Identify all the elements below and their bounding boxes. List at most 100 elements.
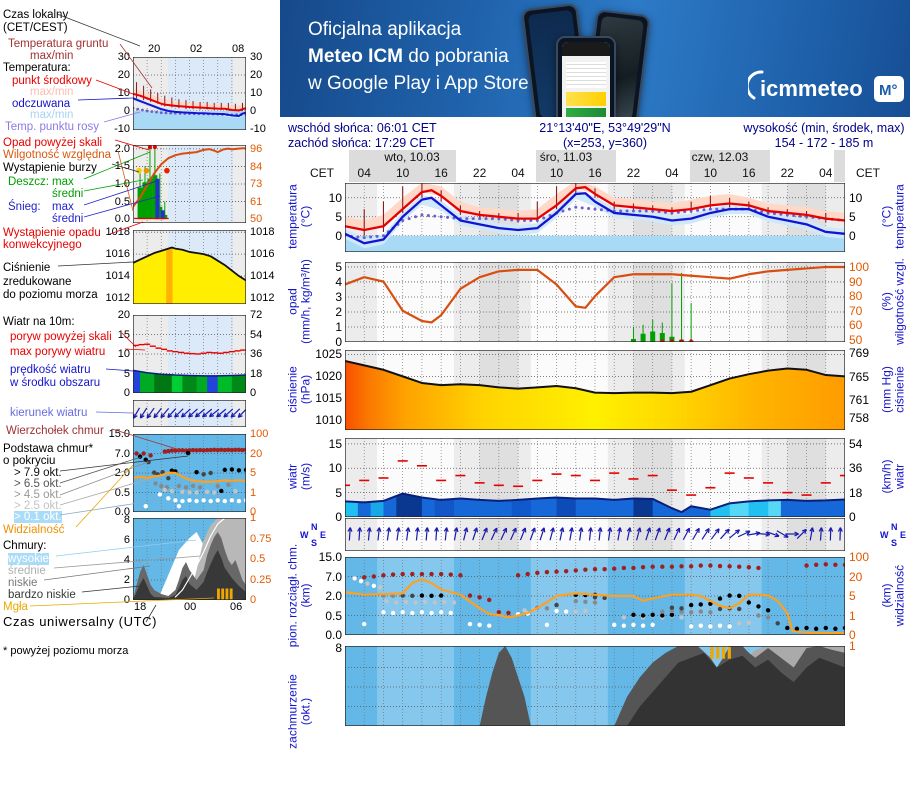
legend-item: Chmury: (3, 540, 46, 552)
axis-tick: 0.5 (307, 609, 342, 623)
legend-item: Czas uniwersalny (UTC) (3, 616, 157, 628)
axis-tick: 0.5 (250, 552, 286, 566)
legend-item: do poziomu morza (3, 289, 98, 301)
panel-clouds-visibility (345, 557, 845, 635)
panel-legend-mini-wind-direction (133, 400, 246, 427)
legend-item: Deszcz: (8, 176, 49, 188)
legend-item: Temperatura gruntu (8, 38, 108, 50)
axis-tick: 1.5 (95, 159, 130, 173)
hour-label: 16 (582, 166, 608, 180)
legend-item: Ciśnienie (3, 262, 50, 274)
legend-item: Mgła (3, 601, 28, 613)
panel-pressure (345, 350, 845, 430)
cet-label: CET (856, 166, 880, 180)
legend-item: * powyżej poziomu morza (3, 645, 128, 657)
axis-tick: 0.0 (307, 628, 342, 642)
axis-tick: 20 (250, 68, 286, 82)
axis-tick: 7.0 (95, 447, 130, 461)
legend-item: średni (52, 213, 83, 225)
axis-tick: 1 (307, 320, 342, 334)
legend-item: zredukowane (3, 276, 71, 288)
axis-tick: 0 (250, 386, 286, 400)
legend-item: (CET/CEST) (3, 22, 68, 34)
legend-item: Widzialność (3, 524, 64, 536)
axis-tick: 1020 (307, 369, 342, 383)
panel-cloud-layers (345, 646, 845, 726)
legend-item: max (52, 176, 74, 188)
axis-tick: 36 (250, 347, 286, 361)
axis-tick: 10 (307, 461, 342, 475)
hour-label: 16 (428, 166, 454, 180)
axis-tick: 1010 (307, 413, 342, 427)
axis-tick: 0 (95, 104, 130, 118)
axis-title: zachmurzenie(okt.) (287, 632, 312, 792)
legend-hour-label: 00 (184, 601, 196, 613)
axis-tick: 1014 (250, 269, 286, 283)
legend-item: o pokryciu (3, 455, 55, 467)
axis-tick: 30 (95, 50, 130, 64)
legend-item: bardzo niskie (8, 589, 76, 601)
panel-legend-mini-precip (133, 145, 246, 223)
legend-item: max/min (30, 50, 73, 62)
axis-tick: 10 (250, 86, 286, 100)
axis-tick: 0.0 (95, 212, 130, 226)
axis-tick: 20 (95, 308, 130, 322)
day-label: czw, 12.03 (675, 150, 765, 164)
hour-label: 16 (736, 166, 762, 180)
axis-tick: 8 (95, 513, 130, 527)
axis-tick: 0.5 (95, 486, 130, 500)
legend-item: Wystąpienie opadu (3, 227, 101, 239)
axis-tick: 2.0 (95, 466, 130, 480)
legend-item: prędkość wiatru (10, 364, 91, 376)
hour-label: 22 (774, 166, 800, 180)
axis-tick: 5 (307, 210, 342, 224)
legend-hour-label: 20 (148, 43, 160, 55)
panel-temperature (345, 183, 845, 252)
legend-item: max/min (30, 86, 73, 98)
legend-item: Temperatura: (3, 62, 71, 74)
axis-tick: 1014 (95, 269, 130, 283)
hour-label: 10 (544, 166, 570, 180)
axis-tick: 6 (95, 533, 130, 547)
panel-legend-mini-cloud-layers (133, 518, 246, 600)
panel-precip-humidity (345, 262, 845, 342)
axis-tick: 50 (250, 212, 286, 226)
panel-legend-mini-pressure (133, 230, 246, 304)
axis-tick: 1 (250, 486, 286, 500)
hour-label: 04 (659, 166, 685, 180)
axis-tick: 54 (250, 328, 286, 342)
panel-legend-mini-clouds (133, 434, 246, 512)
legend-item: w środku obszaru (10, 377, 100, 389)
meteogram-page: Oficjalna aplikacja Meteo ICM do pobrani… (0, 0, 910, 660)
legend-item: konwekcyjnego (3, 239, 82, 251)
panel-legend-mini-temperature (133, 57, 246, 130)
axis-tick: 1016 (250, 247, 286, 261)
axis-tick: 8 (307, 641, 342, 655)
legend-item: niskie (8, 577, 37, 589)
axis-tick: 7.0 (307, 570, 342, 584)
axis-tick: 73 (250, 177, 286, 191)
legend-item: Wilgotność względna (3, 149, 111, 161)
axis-tick: 10 (307, 191, 342, 205)
axis-tick: 61 (250, 195, 286, 209)
axis-tick: 4 (95, 553, 130, 567)
axis-tick: 1012 (250, 291, 286, 305)
hour-label: 10 (390, 166, 416, 180)
axis-tick: 20 (250, 447, 286, 461)
legend-item: Wystąpienie burzy (3, 162, 97, 174)
axis-tick: 84 (250, 160, 286, 174)
axis-tick: 5 (95, 367, 130, 381)
axis-tick: 20 (95, 68, 130, 82)
axis-tick: 5 (307, 486, 342, 500)
axis-tick: 4 (307, 275, 342, 289)
axis-tick: 15 (307, 437, 342, 451)
legend-hour-label: 02 (190, 43, 202, 55)
axis-tick: 5 (307, 260, 342, 274)
hour-label: 10 (697, 166, 723, 180)
legend-item: średnie (8, 565, 46, 577)
panel-wind (345, 438, 845, 517)
axis-tick: 5 (250, 466, 286, 480)
